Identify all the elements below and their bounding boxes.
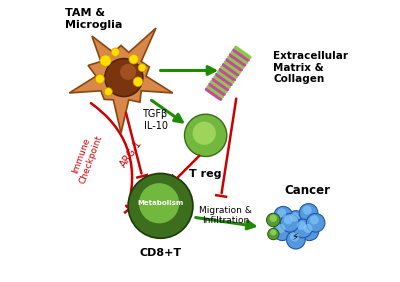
Circle shape <box>286 211 305 229</box>
Circle shape <box>104 88 112 96</box>
FancyArrowPatch shape <box>91 103 132 204</box>
Text: T reg: T reg <box>189 169 222 179</box>
Text: TAM &
Microglia: TAM & Microglia <box>65 8 122 30</box>
Text: Cancer: Cancer <box>284 184 330 197</box>
Circle shape <box>297 221 306 230</box>
Text: Metabolism: Metabolism <box>137 200 184 206</box>
Circle shape <box>304 224 312 233</box>
Circle shape <box>266 213 280 227</box>
Circle shape <box>284 215 293 224</box>
Circle shape <box>129 54 138 64</box>
Circle shape <box>138 64 146 72</box>
Text: Immune
Checkpoint: Immune Checkpoint <box>68 131 104 185</box>
Circle shape <box>184 114 227 157</box>
Circle shape <box>268 228 279 240</box>
Circle shape <box>294 219 312 238</box>
Circle shape <box>128 173 193 238</box>
Polygon shape <box>69 28 173 133</box>
Circle shape <box>310 215 319 224</box>
Text: ⚡: ⚡ <box>291 232 298 242</box>
Circle shape <box>273 222 292 241</box>
Circle shape <box>120 64 136 80</box>
Circle shape <box>111 48 120 56</box>
Circle shape <box>290 213 299 222</box>
Circle shape <box>270 215 277 222</box>
Circle shape <box>276 224 286 233</box>
Text: ARG-1: ARG-1 <box>118 138 144 169</box>
Circle shape <box>299 204 318 222</box>
Circle shape <box>277 208 286 217</box>
Circle shape <box>286 230 305 249</box>
Circle shape <box>300 222 319 241</box>
Circle shape <box>290 232 299 241</box>
Circle shape <box>95 74 104 83</box>
Circle shape <box>105 58 143 97</box>
Circle shape <box>303 206 312 215</box>
Text: Migration &
Infiltration: Migration & Infiltration <box>199 206 252 225</box>
Circle shape <box>133 77 143 87</box>
Circle shape <box>306 213 325 232</box>
Circle shape <box>280 213 299 232</box>
Text: TGFβ
IL-10: TGFβ IL-10 <box>142 109 168 131</box>
Text: Extracellular
Matrix &
Collagen: Extracellular Matrix & Collagen <box>273 51 348 84</box>
Circle shape <box>270 229 276 235</box>
Circle shape <box>100 55 111 66</box>
Circle shape <box>139 183 179 223</box>
Circle shape <box>274 206 292 225</box>
Text: CD8+T: CD8+T <box>140 248 182 258</box>
Circle shape <box>192 122 216 145</box>
